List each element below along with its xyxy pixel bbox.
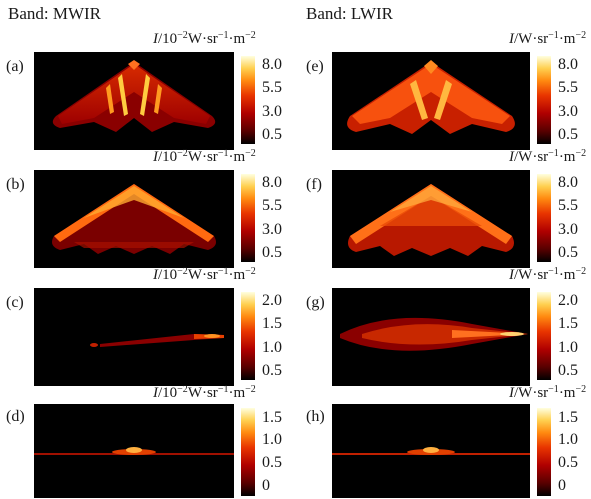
panel-label-g: (g) <box>306 294 325 311</box>
panel-label-e: (e) <box>306 58 324 75</box>
tick-g-2: 1.5 <box>558 315 578 332</box>
unit-label-h: I/W·sr−1·m−2 <box>509 384 587 401</box>
colorbar-e <box>537 56 551 144</box>
tick-g-1: 2.0 <box>558 292 578 309</box>
unit-label-f: I/W·sr−1·m−2 <box>509 148 587 165</box>
lwir-band-title: Band: LWIR <box>306 4 394 23</box>
heatmap-panel-d <box>34 404 234 498</box>
colorbar-d <box>241 408 255 496</box>
panel-label-h: (h) <box>306 408 325 425</box>
colorbar-g <box>537 292 551 380</box>
tick-d-4: 0 <box>262 477 270 494</box>
unit-label-e: I/W·sr−1·m−2 <box>509 30 587 47</box>
tick-e-3: 3.0 <box>558 103 578 120</box>
tick-h-3: 0.5 <box>558 454 578 471</box>
unit-label-g: I/W·sr−1·m−2 <box>509 266 587 283</box>
tick-d-2: 1.0 <box>262 431 282 448</box>
colorbar-c <box>241 292 255 380</box>
unit-label-a: I/10−2W·sr−1·m−2 <box>153 30 256 47</box>
heatmap-panel-h <box>332 404 530 498</box>
colorbar-f <box>537 174 551 262</box>
tick-c-2: 1.5 <box>262 315 282 332</box>
tick-b-1: 8.0 <box>262 174 282 191</box>
tick-h-2: 1.0 <box>558 431 578 448</box>
tick-a-1: 8.0 <box>262 56 282 73</box>
tick-a-2: 5.5 <box>262 79 282 96</box>
tick-f-4: 0.5 <box>558 244 578 261</box>
tick-g-4: 0.5 <box>558 362 578 379</box>
mwir-band-title: Band: MWIR <box>8 4 102 23</box>
tick-e-1: 8.0 <box>558 56 578 73</box>
tick-e-4: 0.5 <box>558 126 578 143</box>
heatmap-panel-a <box>34 52 234 150</box>
panel-label-d: (d) <box>6 408 25 425</box>
heatmap-panel-e <box>332 52 530 150</box>
tick-f-2: 5.5 <box>558 197 578 214</box>
tick-h-1: 1.5 <box>558 409 578 426</box>
heatmap-panel-g <box>332 288 530 386</box>
tick-d-1: 1.5 <box>262 409 282 426</box>
heatmap-panel-c <box>34 288 234 386</box>
colorbar-h <box>537 408 551 496</box>
colorbar-a <box>241 56 255 144</box>
tick-c-4: 0.5 <box>262 362 282 379</box>
heatmap-panel-b <box>34 170 234 268</box>
tick-b-4: 0.5 <box>262 244 282 261</box>
tick-a-4: 0.5 <box>262 126 282 143</box>
tick-c-1: 2.0 <box>262 292 282 309</box>
panel-label-c: (c) <box>6 294 24 311</box>
panel-label-f: (f) <box>306 176 322 193</box>
colorbar-b <box>241 174 255 262</box>
tick-h-4: 0 <box>558 477 566 494</box>
tick-e-2: 5.5 <box>558 79 578 96</box>
heatmap-panel-f <box>332 170 530 268</box>
panel-label-b: (b) <box>6 176 25 193</box>
tick-d-3: 0.5 <box>262 454 282 471</box>
unit-label-b: I/10−2W·sr−1·m−2 <box>153 148 256 165</box>
panel-label-a: (a) <box>6 58 24 75</box>
tick-a-3: 3.0 <box>262 103 282 120</box>
tick-b-2: 5.5 <box>262 197 282 214</box>
unit-label-d: I/10−2W·sr−1·m−2 <box>153 384 256 401</box>
tick-f-1: 8.0 <box>558 174 578 191</box>
unit-label-c: I/10−2W·sr−1·m−2 <box>153 266 256 283</box>
tick-g-3: 1.0 <box>558 339 578 356</box>
tick-b-3: 3.0 <box>262 221 282 238</box>
tick-f-3: 3.0 <box>558 221 578 238</box>
tick-c-3: 1.0 <box>262 339 282 356</box>
